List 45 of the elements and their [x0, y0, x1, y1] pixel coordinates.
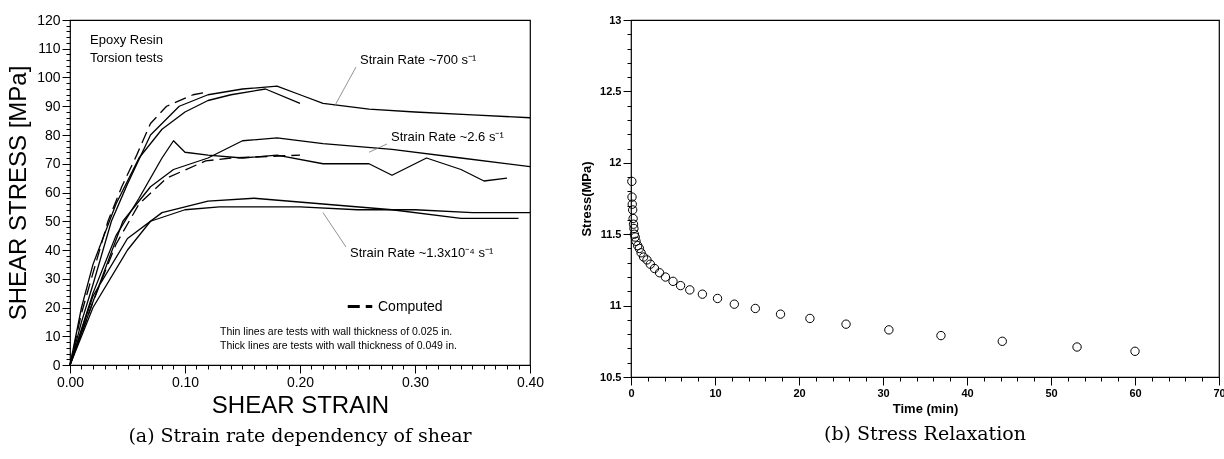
- x-axis-title: Time (min): [892, 400, 959, 416]
- x-tick-label: 0.00: [56, 373, 85, 390]
- y-tick-label: 11.5: [600, 227, 622, 240]
- x-tick-label: 50: [1045, 386, 1058, 399]
- annotation: Strain Rate ~700 s⁻¹: [360, 52, 478, 67]
- y-tick-label: 40: [44, 241, 61, 258]
- x-tick-label: 20: [793, 386, 806, 399]
- y-tick-label: 11: [609, 299, 622, 312]
- y-tick-label: 120: [37, 11, 61, 28]
- text: (b) Stress Relaxation: [824, 422, 1026, 444]
- y-tick-label: 80: [44, 126, 61, 143]
- annotation: Thin lines are tests with wall thickness of 0.025 in.: [220, 325, 453, 337]
- x-tick-label: 0.40: [516, 373, 545, 390]
- y-tick-label: 12.5: [600, 84, 622, 97]
- y-tick-label: 50: [44, 212, 61, 229]
- x-axis-title: SHEAR STRAIN: [211, 390, 390, 418]
- y-axis-title: Stress(MPa): [579, 161, 595, 237]
- legend-label: Computed: [378, 297, 443, 314]
- y-tick-label: 10: [44, 327, 61, 344]
- x-tick-label: 30: [877, 386, 890, 399]
- x-tick-label: 60: [1129, 386, 1142, 399]
- y-tick-label: 90: [44, 97, 61, 114]
- y-tick-label: 30: [44, 270, 61, 287]
- y-tick-label: 0: [52, 356, 61, 373]
- y-tick-label: 13: [609, 13, 622, 26]
- y-tick-label: 10.5: [600, 370, 622, 383]
- annotation: Torsion tests: [90, 50, 164, 65]
- x-tick-label: 10: [709, 386, 722, 399]
- y-axis-title: SHEAR STRESS [MPa]: [4, 65, 32, 321]
- annotation: Strain Rate ~2.6 s⁻¹: [391, 129, 505, 144]
- annotation: Strain Rate ~1.3x10⁻⁴ s⁻¹: [350, 245, 494, 260]
- x-tick-label: 0.10: [171, 373, 200, 390]
- x-tick-label: 0.20: [286, 373, 315, 390]
- y-tick-label: 110: [38, 40, 61, 57]
- y-tick-label: 100: [37, 69, 61, 85]
- x-tick-label: 0.30: [401, 373, 430, 390]
- annotation: Epoxy Resin: [90, 32, 163, 47]
- y-tick-label: 70: [44, 155, 61, 172]
- x-tick-label: 0: [628, 386, 635, 399]
- text: (a) Strain rate dependency of shear: [128, 424, 473, 446]
- x-tick-label: 40: [961, 386, 974, 399]
- y-tick-label: 20: [44, 299, 61, 315]
- annotation: Thick lines are tests with wall thickness of 0.049 in.: [220, 339, 457, 351]
- y-tick-label: 12: [609, 156, 622, 169]
- y-tick-label: 60: [44, 184, 61, 200]
